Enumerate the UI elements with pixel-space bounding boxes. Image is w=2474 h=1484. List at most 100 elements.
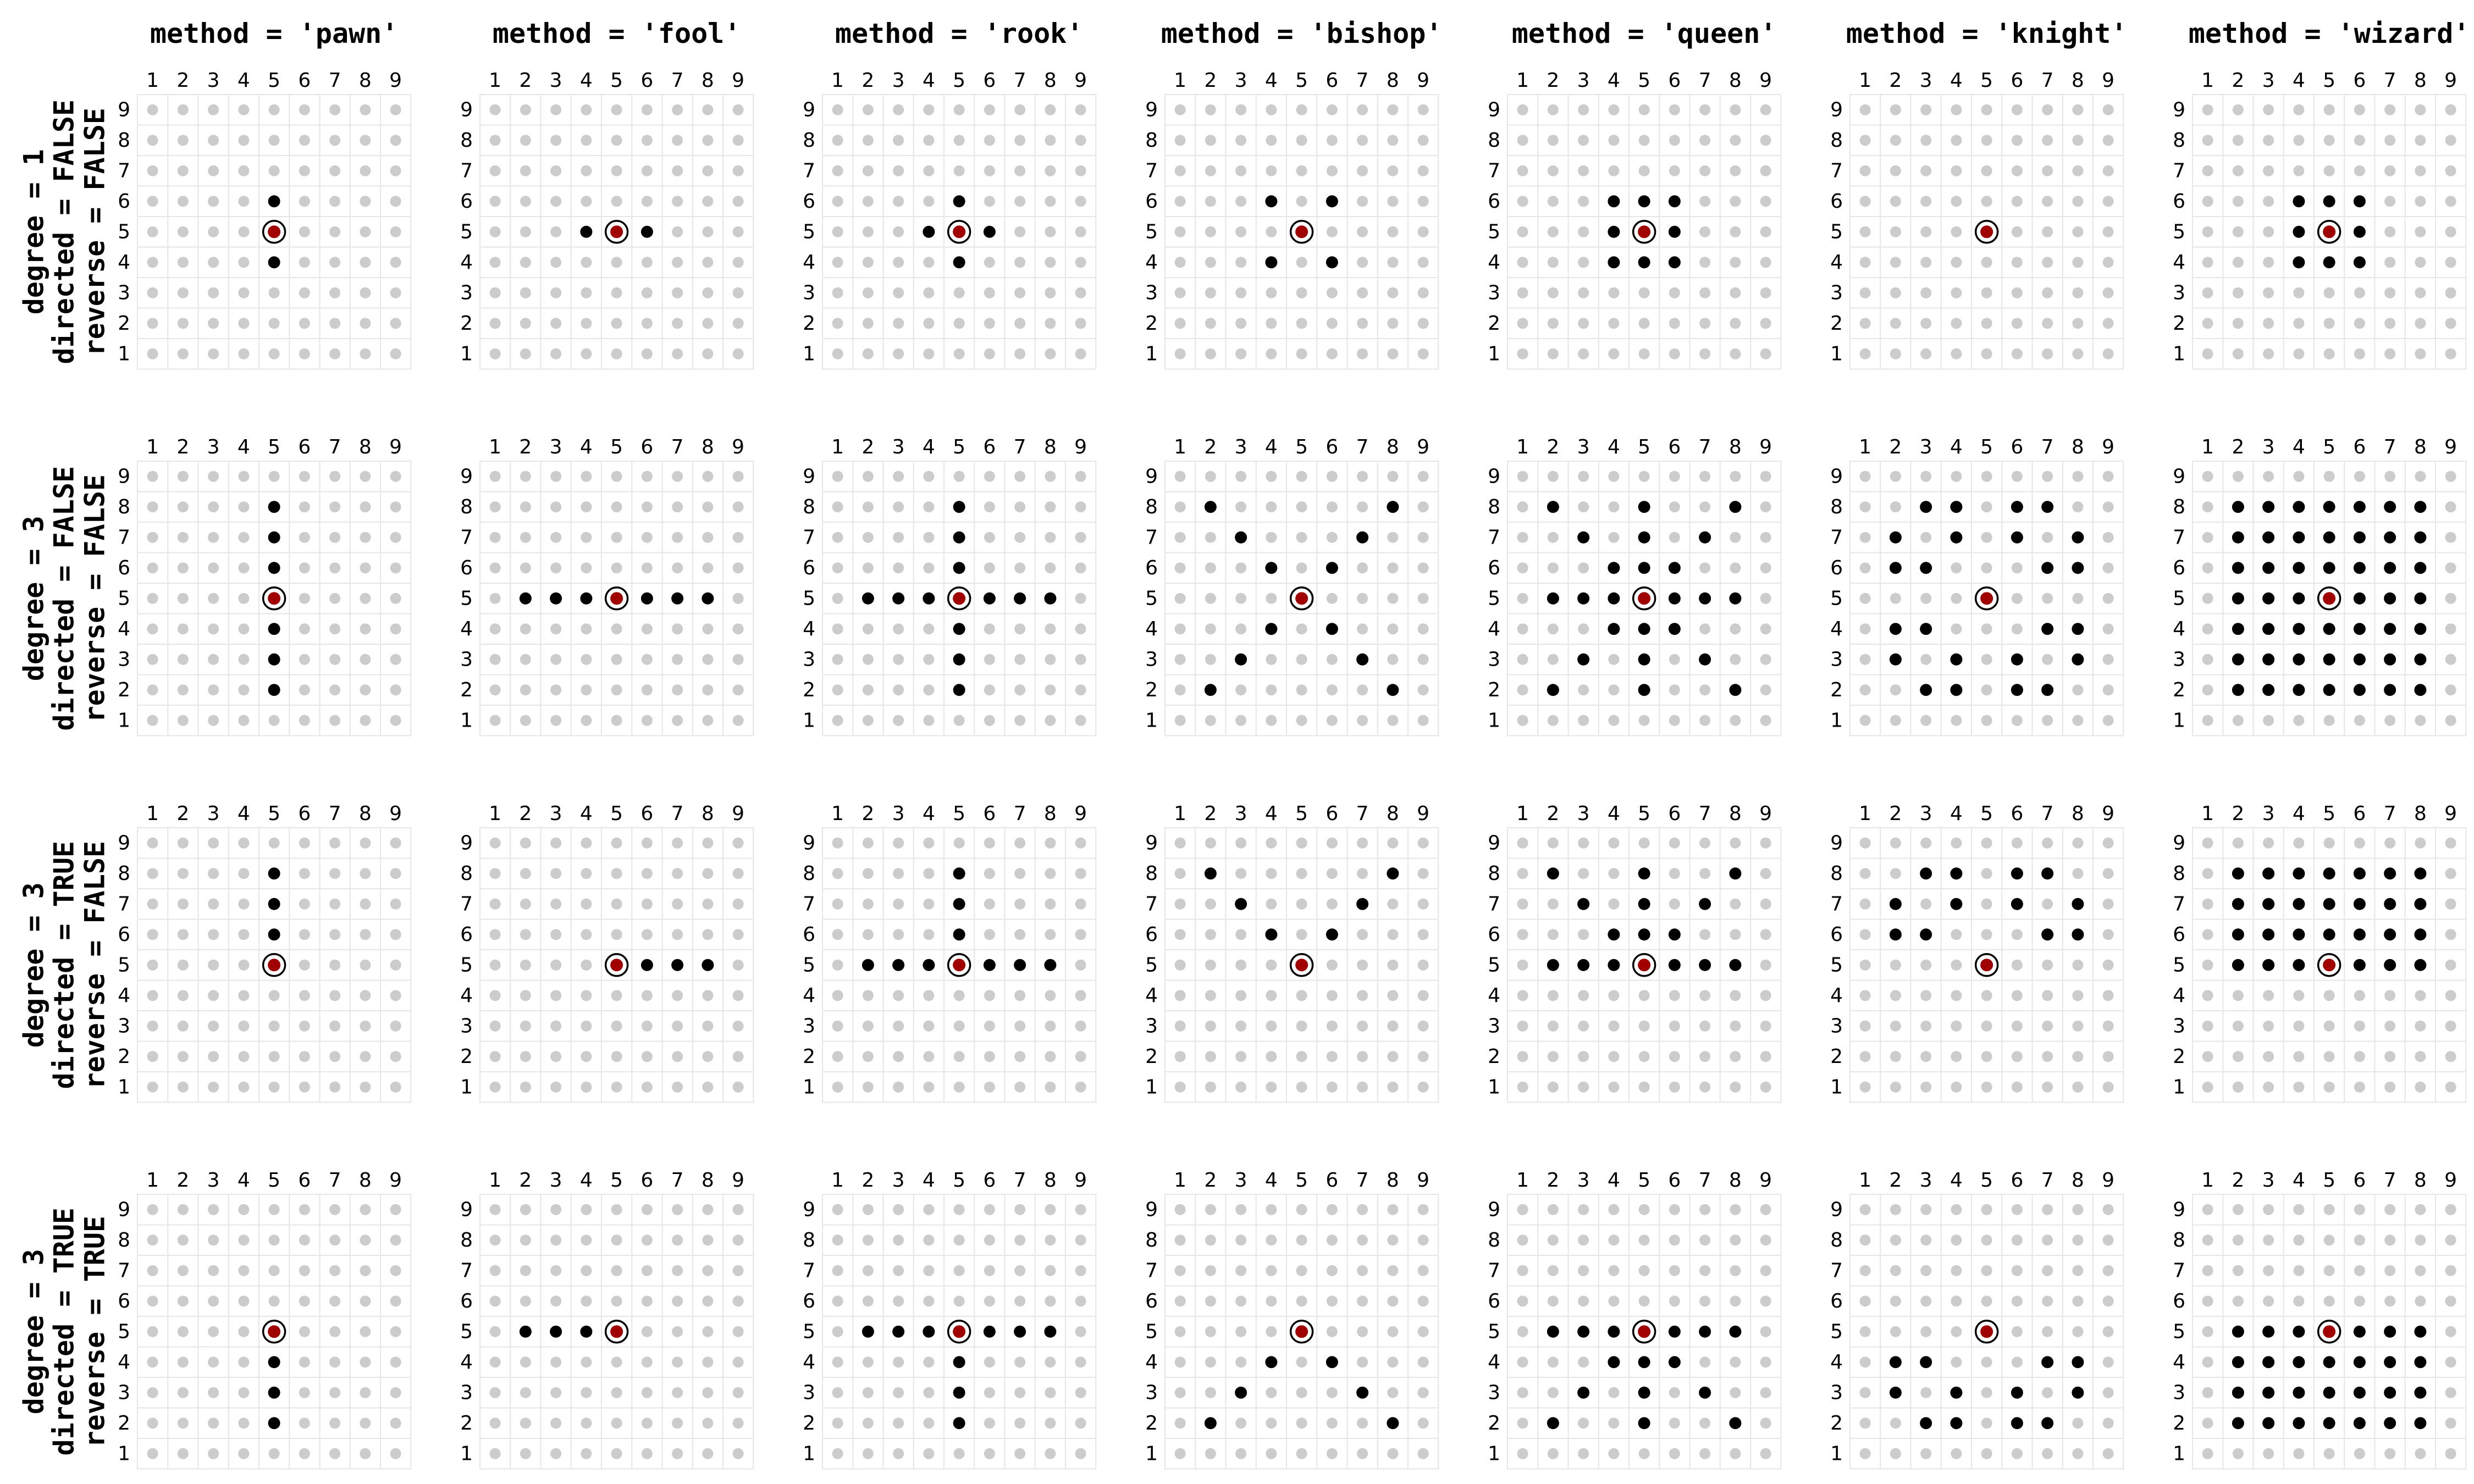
x-tick-label: 2 <box>519 802 532 825</box>
lattice-point <box>1669 135 1680 146</box>
y-tick-label: 3 <box>460 1015 473 1037</box>
lattice-point <box>147 1417 158 1429</box>
center-point <box>268 959 281 972</box>
lattice-point <box>1296 470 1307 482</box>
y-tick-label: 8 <box>803 1229 815 1252</box>
y-tick-label: 1 <box>1830 1076 1843 1098</box>
lattice-point <box>390 135 401 146</box>
lattice-point <box>1699 257 1711 268</box>
lattice-point <box>208 715 219 726</box>
lattice-point <box>2202 1234 2213 1246</box>
lattice-point <box>1045 104 1056 115</box>
lattice-point <box>984 837 995 849</box>
neighbor-point <box>1387 501 1399 513</box>
lattice-point <box>1951 348 1962 359</box>
lattice-point <box>862 104 874 115</box>
lattice-point <box>2042 196 2053 207</box>
y-tick-label: 1 <box>1145 342 1158 365</box>
lattice-point <box>390 257 401 268</box>
y-tick-label: 8 <box>1145 1229 1158 1252</box>
y-tick-label: 9 <box>1488 98 1500 121</box>
lattice-point <box>984 562 995 574</box>
lattice-point <box>862 929 874 940</box>
x-tick-label: 6 <box>1326 69 1338 92</box>
neighbor-point <box>2072 898 2084 910</box>
row-title-line: degree = 3 <box>18 882 50 1048</box>
lattice-point <box>1699 1051 1711 1062</box>
lattice-point <box>1014 715 1026 726</box>
neighbor-point <box>2414 898 2427 910</box>
y-tick-label: 3 <box>118 648 130 671</box>
lattice-point <box>1417 470 1429 482</box>
lattice-point <box>2202 684 2213 696</box>
lattice-point <box>611 257 622 268</box>
x-tick-label: 4 <box>1608 1169 1620 1192</box>
lattice-point <box>177 318 189 329</box>
lattice-point <box>832 1265 843 1276</box>
lattice-point <box>1517 1234 1528 1246</box>
lattice-point <box>1981 287 1992 298</box>
neighbor-point <box>2041 1417 2054 1430</box>
lattice-point <box>268 1448 280 1459</box>
neighbor-point <box>1577 531 1590 544</box>
lattice-point <box>732 684 744 696</box>
neighbor-point <box>2414 1417 2427 1430</box>
y-tick-label: 8 <box>2173 1229 2185 1252</box>
center-ring <box>2317 1320 2342 1344</box>
lattice-point <box>208 623 219 635</box>
panel-border <box>2192 94 2467 370</box>
x-tick-label: 8 <box>2414 1169 2427 1192</box>
x-tick-label: 9 <box>1417 436 1429 458</box>
lattice-point <box>923 898 935 910</box>
lattice-point <box>390 929 401 940</box>
lattice-point <box>1326 1051 1338 1062</box>
lattice-point <box>1547 1265 1559 1276</box>
neighbor-point <box>1608 225 1620 238</box>
lattice-point <box>147 287 158 298</box>
lattice-point <box>832 684 843 696</box>
lattice-point <box>177 1265 189 1276</box>
neighbor-point <box>580 225 593 238</box>
x-tick-label: 2 <box>1889 69 1902 92</box>
lattice-point <box>1075 501 1086 513</box>
x-tick-label: 5 <box>1295 69 1308 92</box>
lattice-point <box>2263 1448 2274 1459</box>
neighbor-point <box>862 1325 874 1338</box>
y-tick-label: 9 <box>803 465 815 488</box>
lattice-point <box>1417 196 1429 207</box>
lattice-point <box>702 226 714 237</box>
lattice-point <box>360 623 371 635</box>
lattice-point <box>581 959 592 971</box>
lattice-point <box>1357 684 1368 696</box>
lattice-point <box>1266 226 1277 237</box>
lattice-point <box>520 1295 531 1307</box>
lattice-point <box>1859 1265 1871 1276</box>
lattice-point <box>520 348 531 359</box>
lattice-point <box>147 654 158 665</box>
lattice-point <box>641 1081 653 1093</box>
y-tick-label: 2 <box>118 679 130 701</box>
lattice-point <box>1417 562 1429 574</box>
lattice-point <box>177 165 189 176</box>
x-tick-label: 3 <box>1920 802 1932 825</box>
lattice-point <box>147 104 158 115</box>
lattice-point <box>984 1081 995 1093</box>
lattice-point <box>2354 104 2365 115</box>
lattice-point <box>299 1295 310 1307</box>
lattice-point <box>2042 470 2053 482</box>
center-point <box>268 1325 281 1338</box>
lattice-point <box>2102 715 2114 726</box>
lattice-point <box>862 287 874 298</box>
lattice-point <box>208 1265 219 1276</box>
y-tick-label: 4 <box>2173 984 2185 1007</box>
x-tick-label: 2 <box>176 802 189 825</box>
lattice-point <box>1174 684 1186 696</box>
neighbor-point <box>2262 1417 2275 1430</box>
lattice-point <box>1669 104 1680 115</box>
lattice-point <box>1951 1295 1962 1307</box>
lattice-point <box>2202 1387 2213 1398</box>
lattice-point <box>893 1387 904 1398</box>
lattice-point <box>832 1417 843 1429</box>
